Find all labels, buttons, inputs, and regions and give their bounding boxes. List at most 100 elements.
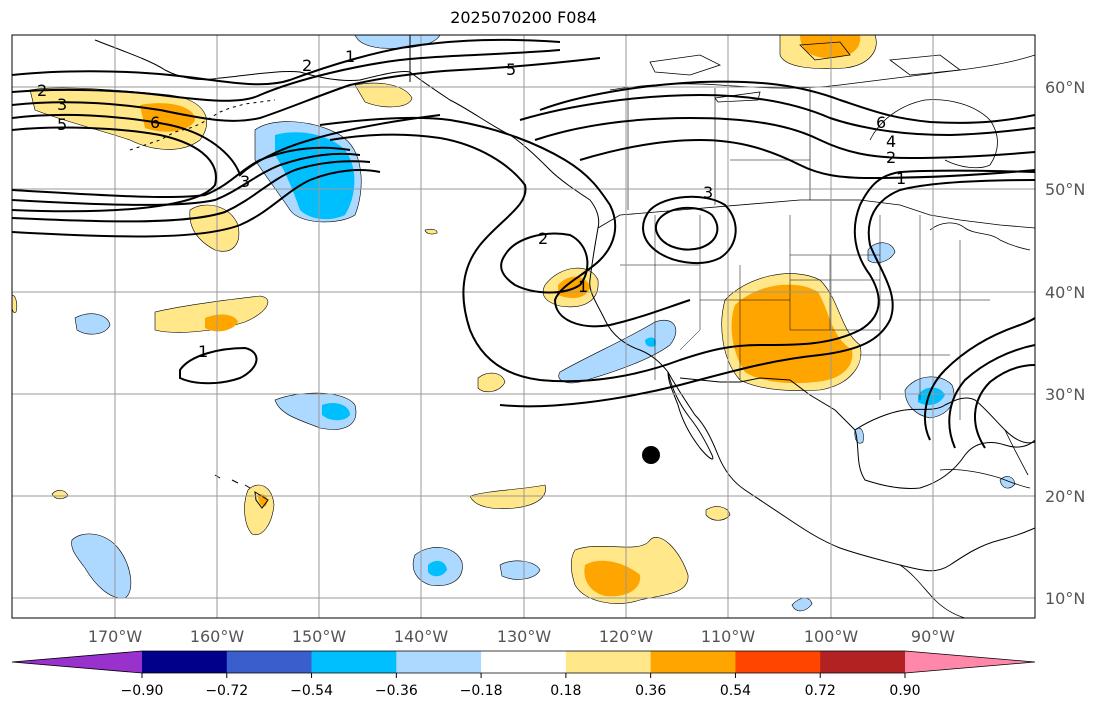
baja-peninsula (667, 371, 714, 460)
canada-us-border (597, 199, 1035, 229)
shade-aleutian-core (140, 103, 195, 132)
shade-southwest-positive-core (731, 284, 853, 384)
colorbar-segment (226, 651, 313, 673)
shade-subtropical-positive (154, 295, 269, 333)
map-content: 1 2 5 2 3 5 6 3 1 2 3 6 4 2 1 1 (12, 35, 1035, 618)
colorbar-segment (396, 651, 482, 673)
colorbar-extend-low (12, 651, 142, 673)
lat-label: 60°N (1045, 78, 1085, 97)
gulf-of-mexico-coast (854, 429, 1035, 489)
contour-closed-2 (500, 232, 589, 294)
contour-label: 3 (57, 95, 67, 114)
lat-label: 30°N (1045, 385, 1085, 404)
contour-east-3 (973, 364, 1035, 449)
shade-subtropical-positive-core (205, 314, 238, 332)
central-america (899, 564, 966, 618)
great-lakes (929, 222, 1031, 251)
colorbar-tick-label: −0.90 (121, 683, 164, 699)
shade-tropical-positive-1 (469, 484, 546, 509)
colorbar-segment (565, 651, 652, 673)
shade-tropical-negative-3 (791, 597, 813, 612)
colorbar-segment (142, 651, 228, 673)
contour-line-2 (12, 49, 561, 102)
colorbar-tick-label: 0.18 (550, 683, 581, 699)
contour-east-2 (948, 344, 1035, 449)
colorbar-tick-label: 0.36 (635, 683, 666, 699)
lon-label: 130°W (497, 627, 552, 646)
contour-line-3 (12, 57, 601, 122)
colorbar-tick-label: 0.72 (805, 683, 836, 699)
lon-label: 110°W (701, 627, 756, 646)
islands-arctic-2 (799, 41, 851, 61)
colorbar-tick-label: −0.54 (290, 683, 333, 699)
islands-arctic-3 (888, 54, 962, 76)
contour-labels: 1 2 5 2 3 5 6 3 1 2 3 6 4 2 1 1 (37, 47, 906, 361)
contour-line-8 (12, 160, 371, 223)
contour-label: 6 (150, 113, 160, 132)
colorbar-tick-label: −0.18 (460, 683, 503, 699)
contour-east-1 (924, 317, 1035, 441)
location-marker (642, 446, 660, 464)
colorbar-segment (311, 651, 397, 673)
islands-arctic-4 (714, 91, 761, 103)
contour-line-1 (12, 38, 561, 86)
contour-north-2 (519, 93, 1035, 137)
contour-low-3-inner (654, 206, 719, 251)
shade-small-positive-3 (424, 228, 438, 235)
contour-line-7 (12, 152, 361, 206)
lon-label: 120°W (599, 627, 654, 646)
contour-label: 2 (302, 56, 312, 75)
us-state-borders (620, 215, 990, 420)
florida (1004, 429, 1029, 476)
contour-closed-1 (179, 346, 258, 385)
contour-label: 1 (896, 169, 906, 188)
colorbar-tick-label: 0.54 (720, 683, 751, 699)
contour-line-6 (12, 146, 351, 199)
contour-label: 1 (578, 277, 588, 296)
contour-label: 3 (240, 172, 250, 191)
lon-label: 100°W (804, 627, 859, 646)
contour-label: 2 (886, 148, 896, 167)
shade-baja-negative-core (645, 337, 656, 347)
shade-pacific-positive-2 (477, 372, 506, 393)
lat-label: 50°N (1045, 180, 1085, 199)
contour-north-3 (534, 116, 1035, 160)
colorbar-segment (735, 651, 821, 673)
contour-label: 5 (57, 115, 67, 134)
lon-label: 170°W (88, 627, 143, 646)
lon-label: 90°W (911, 627, 955, 646)
contour-line-9 (12, 169, 381, 238)
graticule (12, 35, 1035, 618)
us-west-coast (589, 227, 1035, 572)
contour-ridge-2 (319, 116, 691, 328)
contour-ridge-3 (499, 179, 1035, 408)
contour-label: 3 (703, 183, 713, 202)
colorbar-segment (650, 651, 736, 673)
shade-gulf-coast-negative-core (918, 387, 945, 406)
hudson-bay (869, 99, 998, 169)
colorbar: −0.90 −0.72 −0.54 −0.36 −0.18 0.18 0.36 0.54 0.7… (11, 650, 1036, 699)
colorbar-segment (481, 651, 567, 673)
colorbar-tick-label: −0.36 (375, 683, 418, 699)
contour-north-4 (579, 138, 1035, 180)
contour-label: 1 (345, 47, 355, 66)
lon-label: 160°W (190, 627, 245, 646)
contour-label: 5 (506, 60, 516, 79)
map-frame (11, 34, 1036, 619)
aleutian-islands (129, 99, 276, 151)
shade-west-negative-1 (74, 313, 111, 335)
contour-label: 2 (37, 81, 47, 100)
lat-label: 40°N (1045, 283, 1085, 302)
map-title: 2025070200 F084 (450, 8, 597, 27)
contour-ridge-1 (329, 133, 1035, 383)
lon-label: 150°W (292, 627, 347, 646)
contour-low-3 (642, 195, 737, 265)
lat-label: 20°N (1045, 487, 1085, 506)
shade-central-negative-core (322, 403, 350, 421)
contour-layer (12, 38, 1035, 449)
contour-north-1 (539, 80, 1035, 124)
contour-line-4 (12, 113, 441, 177)
coastline-layer (94, 35, 1035, 618)
shade-tropical-positive-2 (705, 506, 731, 521)
